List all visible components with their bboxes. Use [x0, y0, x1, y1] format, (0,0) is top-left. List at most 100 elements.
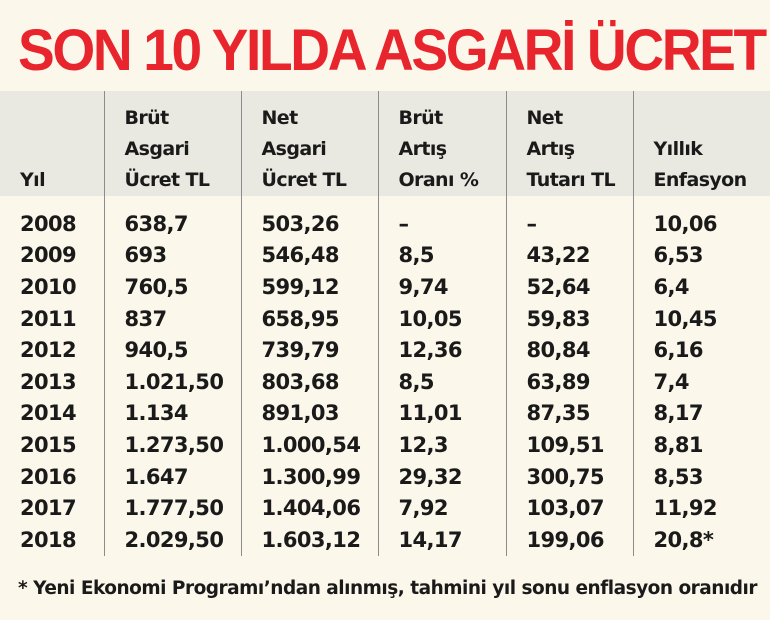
cell-year: 2010 [20, 274, 77, 299]
cell-gross-increase-rate: 12,36 [377, 334, 506, 366]
cell-annual-inflation: 10,06 [632, 202, 770, 240]
cell-net-increase-amount: 43,22 [505, 239, 633, 272]
cell-gross-increase-rate: 10,05 [377, 302, 506, 335]
page-title: SON 10 YILDA ASGARİ ÜCRET [18, 18, 767, 83]
table-row: 2013 1.021,50 803,68 8,5 63,89 7,4 [0, 365, 770, 398]
cell-net-wage: 546,48 [240, 239, 378, 272]
cell-net-wage: 1.603,12 [240, 523, 378, 556]
column-header-line: Yıl [20, 169, 46, 191]
cell-gross-increase-rate: 8,5 [377, 239, 506, 272]
cell-annual-inflation: 11,92 [632, 492, 770, 524]
column-header-line: Ücret TL [124, 169, 211, 191]
column-header-line: Brüt [398, 107, 444, 129]
cell-net-wage: 658,95 [240, 302, 378, 335]
table-row: 2011 837 658,95 10,05 59,83 10,45 [0, 302, 770, 335]
cell-net-wage: 1.000,54 [240, 429, 378, 461]
cell-net-wage: 503,26 [240, 202, 378, 240]
cell-gross-wage: 1.021,50 [103, 365, 241, 398]
table-body: 2008 638,7 503,26– –10,06 2009 693 546,48 8,5 43… [0, 202, 770, 556]
cell-net-wage: 1.300,99 [240, 460, 378, 493]
column-header-line: Artış [398, 138, 448, 160]
cell-annual-inflation: 10,45 [632, 302, 770, 335]
cell-net-increase-amount: – [505, 202, 633, 240]
cell-gross-increase-rate: – [377, 202, 506, 240]
table-row: 2016 1.647 1.300,99 29,32 300,75 8,53 [0, 460, 770, 493]
column-header-line: Asgari [261, 138, 327, 160]
cell-gross-increase-rate: 7,92 [377, 492, 506, 524]
column-header-gross-increase-rate: Brüt Artış Oranı % [377, 91, 506, 202]
column-header-year: Yıl [0, 91, 104, 202]
column-header-line: Ücret TL [261, 169, 348, 191]
column-header-line: Oranı % [398, 169, 479, 191]
cell-annual-inflation: 8,53 [632, 460, 770, 493]
cell-annual-inflation: 6,16 [632, 334, 770, 366]
cell-net-increase-amount: 199,06 [505, 523, 633, 556]
table-row: 2012 940,5 739,79 12,36 80,84 6,16 [0, 334, 770, 366]
cell-year: 2012 [20, 338, 77, 363]
cell-net-increase-amount: 52,64 [505, 271, 633, 303]
cell-annual-inflation: 7,4 [632, 365, 770, 398]
column-header-line: Yıllık [653, 138, 703, 160]
cell-net-wage: 1.404,06 [240, 492, 378, 524]
cell-annual-inflation: 6,4 [632, 271, 770, 303]
cell-gross-wage: 837 [103, 302, 241, 335]
header-row: Yıl Brüt Asgari Ücret TL Net Asgari Ücret TL Br… [0, 91, 770, 202]
column-header-line: Artış [526, 138, 576, 160]
cell-net-increase-amount: 109,51 [505, 429, 633, 461]
cell-year: 2011 [20, 306, 77, 331]
cell-net-wage: 803,68 [240, 365, 378, 398]
table-row: 2018 2.029,50 1.603,12 14,17 199,06 20,8* [0, 523, 770, 556]
column-header-line: Enfasyon [653, 169, 748, 191]
cell-net-wage: 891,03 [240, 397, 378, 430]
cell-year: 2018 [20, 527, 77, 552]
table-row: 2017 1.777,50 1.404,06 7,92 103,07 11,92 [0, 492, 770, 524]
column-header-annual-inflation: Yıllık Enfasyon [632, 91, 770, 202]
cell-net-increase-amount: 87,35 [505, 397, 633, 430]
table-row: 2015 1.273,50 1.000,54 12,3 109,51 8,81 [0, 429, 770, 461]
cell-gross-wage: 693 [103, 239, 241, 272]
cell-gross-increase-rate: 8,5 [377, 365, 506, 398]
cell-net-increase-amount: 63,89 [505, 365, 633, 398]
cell-year: 2014 [20, 401, 77, 426]
cell-gross-increase-rate: 14,17 [377, 523, 506, 556]
cell-gross-wage: 1.647 [103, 460, 241, 493]
cell-net-increase-amount: 300,75 [505, 460, 633, 493]
cell-net-wage: 739,79 [240, 334, 378, 366]
cell-gross-increase-rate: 29,32 [377, 460, 506, 493]
cell-year: 2008 [20, 211, 77, 236]
cell-gross-wage: 638,7 [103, 202, 241, 240]
column-header-line: Tutarı TL [526, 169, 616, 191]
cell-net-increase-amount: 80,84 [505, 334, 633, 366]
table-row: 2014 1.134 891,03 11,01 87,35 8,17 [0, 397, 770, 430]
footnote: * Yeni Ekonomi Programı’ndan alınmış, ta… [18, 578, 758, 599]
cell-gross-wage: 940,5 [103, 334, 241, 366]
column-header-net-increase-amount: Net Artış Tutarı TL [505, 91, 633, 202]
cell-gross-increase-rate: 12,3 [377, 429, 506, 461]
cell-gross-wage: 1.134 [103, 397, 241, 430]
wage-table: Yıl Brüt Asgari Ücret TL Net Asgari Ücret TL Br… [0, 91, 770, 556]
cell-year: 2015 [20, 432, 77, 457]
column-header-line: Net [261, 107, 299, 129]
cell-gross-wage: 1.777,50 [103, 492, 241, 524]
cell-net-increase-amount: 59,83 [505, 302, 633, 335]
cell-year: 2013 [20, 369, 77, 394]
table-row: 2010 760,5 599,12 9,74 52,64 6,4 [0, 271, 770, 303]
cell-gross-increase-rate: 9,74 [377, 271, 506, 303]
cell-net-wage: 599,12 [240, 271, 378, 303]
column-header-line: Net [526, 107, 564, 129]
cell-annual-inflation: 8,17 [632, 397, 770, 430]
cell-gross-increase-rate: 11,01 [377, 397, 506, 430]
cell-year: 2017 [20, 496, 77, 521]
cell-gross-wage: 1.273,50 [103, 429, 241, 461]
column-header-line: Brüt [124, 107, 170, 129]
cell-net-increase-amount: 103,07 [505, 492, 633, 524]
table-row: 2009 693 546,48 8,5 43,22 6,53 [0, 239, 770, 272]
cell-gross-wage: 2.029,50 [103, 523, 241, 556]
table-row: 2008 638,7 503,26– –10,06 [0, 202, 770, 240]
cell-year: 2016 [20, 464, 77, 489]
cell-annual-inflation: 20,8* [632, 523, 770, 556]
column-header-line: Asgari [124, 138, 190, 160]
column-header-net-wage: Net Asgari Ücret TL [240, 91, 378, 202]
column-header-gross-wage: Brüt Asgari Ücret TL [103, 91, 241, 202]
cell-gross-wage: 760,5 [103, 271, 241, 303]
